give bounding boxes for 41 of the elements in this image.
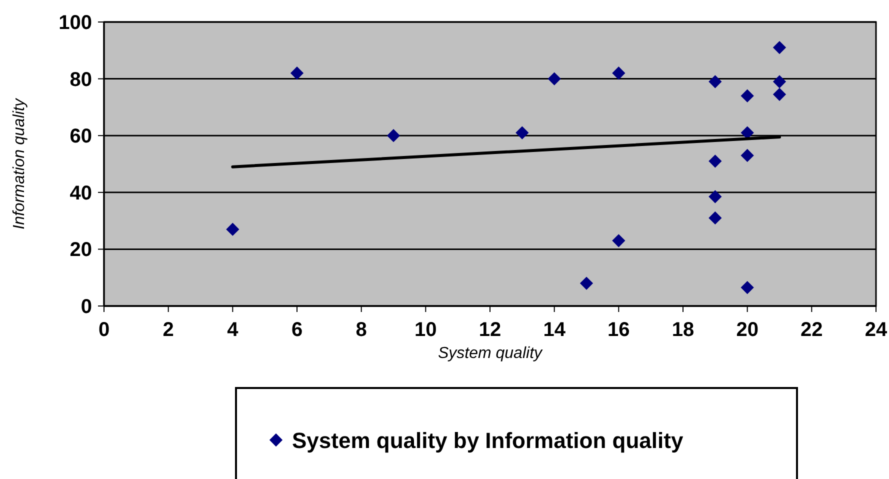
point xyxy=(772,88,786,101)
point xyxy=(740,89,754,102)
point xyxy=(740,148,754,162)
legend-label: System quality by Information quality xyxy=(292,428,684,453)
x-axis-title: System quality xyxy=(438,345,544,362)
point xyxy=(612,234,626,248)
point xyxy=(772,75,786,88)
x-tick-label: 6 xyxy=(291,319,303,341)
point xyxy=(226,222,240,236)
x-tick-label: 16 xyxy=(608,319,630,341)
point xyxy=(708,75,722,88)
y-tick-label: 100 xyxy=(58,12,92,34)
point xyxy=(708,190,722,204)
x-tick-label: 4 xyxy=(227,319,240,341)
point xyxy=(386,129,400,142)
point xyxy=(708,154,722,168)
x-tick-label: 20 xyxy=(736,319,758,341)
x-tick-label: 2 xyxy=(162,319,174,341)
y-tick-label: 60 xyxy=(70,126,92,148)
point xyxy=(740,280,754,294)
x-tick-label: 22 xyxy=(800,319,823,341)
x-tick-label: 8 xyxy=(356,319,367,341)
point xyxy=(580,276,594,290)
point xyxy=(708,211,722,225)
point xyxy=(516,126,529,140)
x-tick-label: 0 xyxy=(98,319,110,341)
y-tick-label: 20 xyxy=(70,239,92,262)
y-tick-label: 40 xyxy=(70,182,92,204)
x-tick-label: 10 xyxy=(414,319,437,341)
point xyxy=(612,66,626,80)
y-tick-label: 80 xyxy=(70,68,92,91)
y-axis-title: Information quality xyxy=(11,98,28,230)
y-tick-label: 0 xyxy=(80,296,92,318)
x-tick-label: 18 xyxy=(672,319,694,341)
point xyxy=(290,66,304,80)
point xyxy=(548,72,561,86)
x-tick-label: 12 xyxy=(478,319,502,341)
x-tick-label: 24 xyxy=(864,319,888,341)
x-tick-label: 14 xyxy=(543,319,566,341)
point xyxy=(772,40,786,54)
point xyxy=(740,126,754,140)
